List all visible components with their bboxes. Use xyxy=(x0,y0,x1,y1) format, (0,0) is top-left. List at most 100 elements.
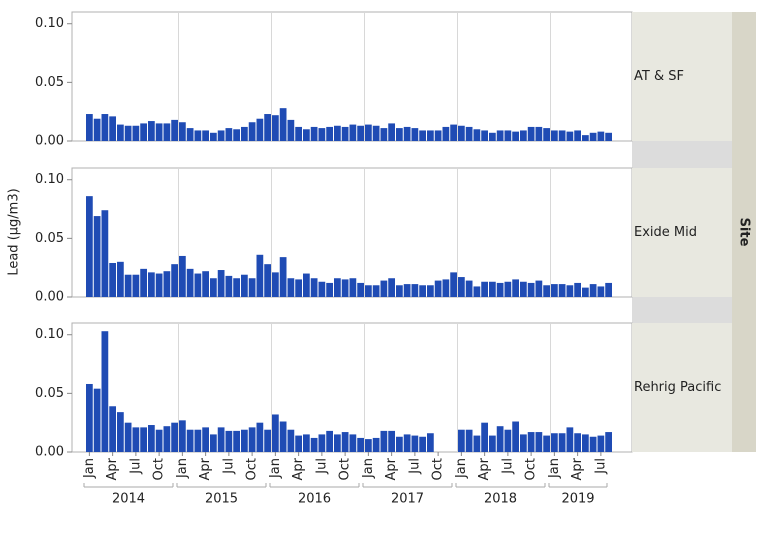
bar xyxy=(481,281,488,297)
bar xyxy=(543,435,550,452)
bar xyxy=(450,124,457,141)
bar xyxy=(427,130,434,141)
bar xyxy=(225,275,233,297)
bar xyxy=(179,420,186,452)
bar xyxy=(380,430,388,452)
bar xyxy=(396,436,403,452)
facet-strip xyxy=(732,12,756,452)
bar xyxy=(504,281,512,297)
x-tick-label: Jan xyxy=(175,458,190,479)
y-tick-label: 0.10 xyxy=(35,327,64,342)
bar xyxy=(155,429,163,452)
bar xyxy=(403,434,411,452)
bar xyxy=(388,123,395,141)
bar xyxy=(341,279,349,297)
bar xyxy=(512,131,519,141)
bar xyxy=(458,277,465,297)
bar xyxy=(334,434,341,452)
bar xyxy=(558,284,566,297)
x-tick-label: Apr xyxy=(198,457,213,480)
bar xyxy=(310,278,318,297)
bar xyxy=(558,433,566,452)
x-tick-label: Jul xyxy=(593,458,608,475)
group-label: 2018 xyxy=(484,492,517,507)
bar xyxy=(365,439,372,452)
bar xyxy=(109,116,116,141)
bar xyxy=(171,422,178,452)
bar xyxy=(171,119,178,141)
bar xyxy=(427,433,434,452)
bar xyxy=(202,427,209,452)
bar xyxy=(597,131,605,141)
bar xyxy=(318,281,326,297)
x-tick-label: Jan xyxy=(454,458,469,479)
bar xyxy=(489,281,496,297)
y-tick-label: 0.00 xyxy=(35,134,64,149)
bar xyxy=(225,430,233,452)
bar xyxy=(458,429,465,452)
facet-strip xyxy=(632,168,732,297)
y-tick-label: 0.00 xyxy=(35,290,64,305)
plot-area xyxy=(71,11,633,142)
bar xyxy=(388,278,395,297)
y-tick-label: 0.10 xyxy=(35,16,64,31)
bar xyxy=(535,280,543,297)
bar xyxy=(372,125,380,141)
bar xyxy=(140,123,147,141)
bar xyxy=(419,130,426,141)
bar xyxy=(334,278,341,297)
bar xyxy=(217,427,225,452)
bar xyxy=(295,435,302,452)
bar xyxy=(179,122,186,141)
bar xyxy=(248,278,256,297)
bar xyxy=(396,285,403,297)
x-tick-label: Jan xyxy=(361,458,376,479)
bar xyxy=(372,285,380,297)
bar xyxy=(210,132,217,141)
bar xyxy=(357,282,364,297)
bar xyxy=(264,264,271,297)
bar xyxy=(411,128,419,141)
bar xyxy=(380,280,388,297)
bar xyxy=(101,210,109,297)
bar xyxy=(411,435,419,452)
facet-label: Site xyxy=(737,218,752,247)
bar xyxy=(442,279,450,297)
bar xyxy=(326,282,333,297)
bar xyxy=(101,114,109,141)
bar xyxy=(186,429,194,452)
bar xyxy=(86,383,93,452)
x-tick-label: Apr xyxy=(105,457,120,480)
bar xyxy=(287,278,295,297)
bar xyxy=(132,427,140,452)
bar xyxy=(582,434,589,452)
bar xyxy=(380,128,388,141)
bar xyxy=(124,125,132,141)
bar xyxy=(605,282,612,297)
bar xyxy=(295,279,302,297)
bar xyxy=(101,331,109,452)
bar xyxy=(117,124,124,141)
bar xyxy=(357,437,364,452)
bar xyxy=(434,130,442,141)
group-label: 2016 xyxy=(298,492,331,507)
bar xyxy=(171,264,178,297)
bar xyxy=(86,114,93,141)
bar xyxy=(349,124,357,141)
bar xyxy=(574,282,581,297)
bar xyxy=(543,285,550,297)
bar xyxy=(566,131,574,141)
bar xyxy=(589,284,597,297)
bar xyxy=(496,426,504,452)
bar xyxy=(163,271,171,297)
x-tick-label: Apr xyxy=(570,457,585,480)
bar xyxy=(535,126,543,141)
facet-strip xyxy=(632,12,732,141)
bar xyxy=(442,126,450,141)
bar xyxy=(256,254,264,297)
bar xyxy=(365,285,372,297)
bar xyxy=(473,435,481,452)
bar xyxy=(163,123,171,141)
bar xyxy=(148,121,155,141)
